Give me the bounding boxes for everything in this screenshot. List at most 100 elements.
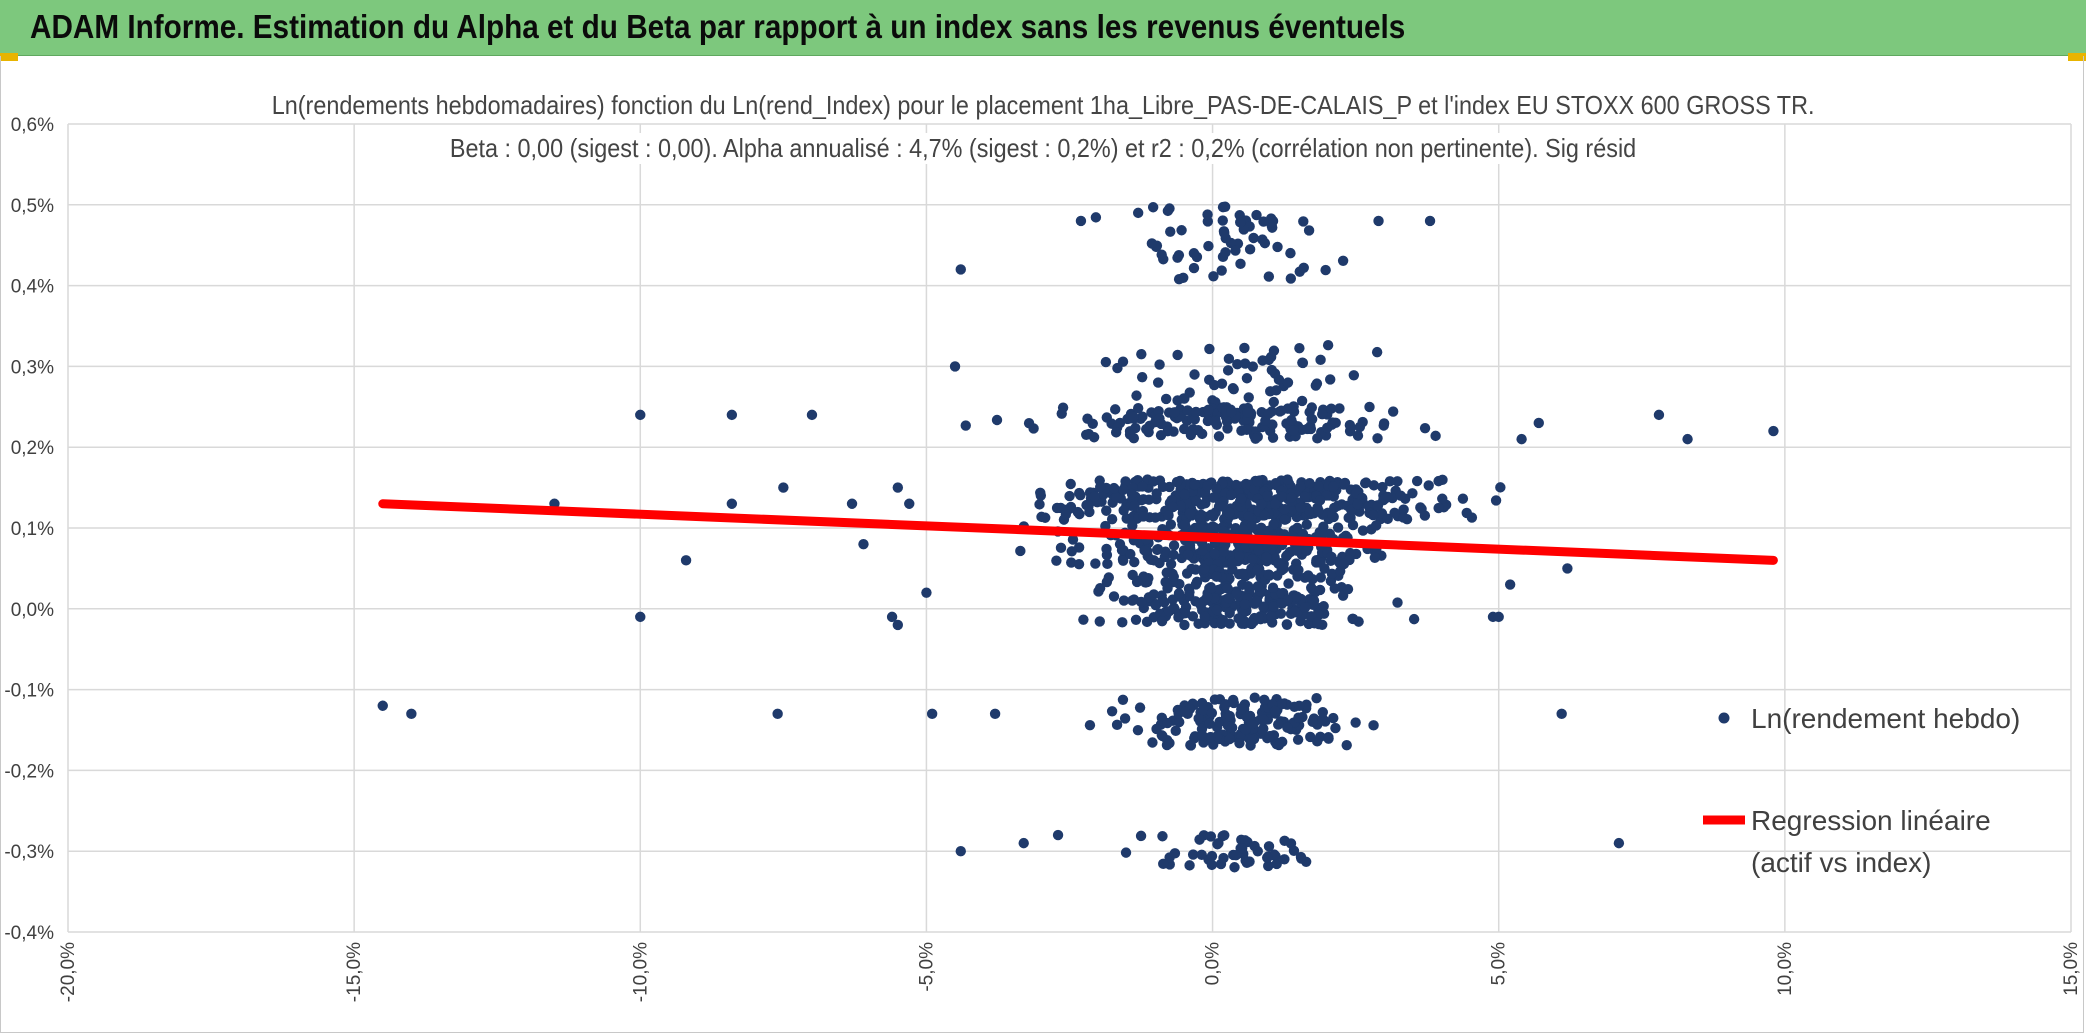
data-point <box>1241 373 1253 384</box>
data-point <box>1325 374 1336 385</box>
data-point <box>1308 595 1320 606</box>
data-point <box>1163 510 1174 521</box>
data-point <box>1163 606 1175 617</box>
data-point <box>1303 225 1315 236</box>
data-point <box>1088 432 1100 443</box>
data-point <box>1101 505 1112 516</box>
data-point <box>1125 548 1136 560</box>
data-point <box>1239 358 1251 369</box>
data-point <box>1224 607 1235 619</box>
data-point <box>1132 403 1144 414</box>
data-point <box>1246 521 1258 532</box>
data-point <box>1367 509 1379 521</box>
data-point <box>1083 500 1094 512</box>
data-point <box>1222 583 1233 594</box>
chart-title-line-1: Ln(rendements hebdomadaires) fonction du… <box>0 90 2086 121</box>
x-tick-label: 15,0% <box>2061 942 2082 996</box>
data-point <box>1035 490 1047 501</box>
data-point <box>1189 369 1200 380</box>
data-point <box>1206 850 1218 862</box>
data-point <box>1108 482 1120 494</box>
regression-line-group <box>378 499 1778 565</box>
data-point <box>1224 733 1235 745</box>
data-point <box>1117 555 1129 566</box>
data-point <box>1314 495 1326 506</box>
data-point <box>1273 739 1285 751</box>
data-point <box>1151 723 1162 735</box>
data-point <box>1257 355 1268 366</box>
data-point <box>1293 712 1304 723</box>
data-point <box>1212 839 1223 850</box>
data-point <box>1111 491 1122 503</box>
data-point <box>858 538 869 550</box>
data-point <box>1246 618 1257 629</box>
data-point <box>846 498 858 509</box>
data-point <box>1303 506 1315 517</box>
data-point <box>1134 702 1146 713</box>
data-point <box>1430 430 1441 442</box>
data-point <box>989 708 1001 720</box>
data-point <box>1205 831 1217 842</box>
data-point <box>1256 498 1267 510</box>
y-tick-label: -0,2% <box>4 761 54 782</box>
data-point <box>1159 597 1170 608</box>
data-point <box>1235 217 1246 228</box>
data-point <box>1193 713 1204 724</box>
data-point <box>921 587 932 598</box>
data-point <box>1306 582 1317 594</box>
data-point <box>1094 481 1106 493</box>
data-point <box>1372 433 1383 444</box>
data-point <box>1348 370 1360 381</box>
data-point <box>1158 858 1169 870</box>
data-point <box>1157 831 1168 842</box>
data-point <box>1263 569 1274 580</box>
data-point <box>1136 348 1147 360</box>
data-point <box>1213 431 1225 442</box>
data-point <box>1106 706 1118 717</box>
y-tick-label: -0,1% <box>4 681 54 702</box>
data-point <box>1291 591 1303 602</box>
data-point <box>778 482 789 493</box>
y-tick-label: 0,0% <box>11 600 54 621</box>
data-point <box>892 619 904 631</box>
y-tick-label: 0,4% <box>11 277 54 298</box>
data-point <box>1139 545 1150 556</box>
data-point <box>1334 403 1345 414</box>
data-point <box>1236 704 1247 715</box>
data-point <box>1258 601 1269 612</box>
data-point <box>680 555 692 566</box>
data-point <box>1230 245 1241 256</box>
data-point <box>1209 548 1220 560</box>
data-point <box>1190 579 1202 590</box>
data-point <box>1230 849 1242 861</box>
data-point <box>1653 409 1665 421</box>
data-point <box>1226 556 1238 568</box>
data-point <box>1296 424 1308 436</box>
data-point <box>1171 476 1183 488</box>
data-point <box>1398 512 1409 523</box>
data-point <box>1154 359 1165 370</box>
data-point <box>1312 433 1323 444</box>
data-point <box>1169 848 1181 859</box>
data-point <box>1197 545 1208 556</box>
data-point <box>1286 492 1297 503</box>
data-point <box>1218 852 1229 864</box>
data-point <box>1231 588 1242 599</box>
data-point <box>1226 406 1237 418</box>
x-tick-label: -10,0% <box>630 942 651 1002</box>
data-point <box>1237 524 1249 535</box>
data-point <box>1306 402 1318 413</box>
data-point <box>1329 583 1340 594</box>
data-point <box>1078 614 1089 625</box>
data-point <box>1384 476 1396 487</box>
data-point <box>1131 390 1142 401</box>
data-point <box>1249 692 1260 703</box>
data-point <box>1271 858 1282 870</box>
data-point <box>1437 493 1448 504</box>
data-point <box>1266 611 1278 623</box>
data-point <box>1234 550 1245 562</box>
data-point <box>1160 393 1172 405</box>
data-point <box>1137 481 1148 492</box>
y-tick-label: 0,6% <box>11 115 54 136</box>
data-point <box>1136 371 1148 383</box>
